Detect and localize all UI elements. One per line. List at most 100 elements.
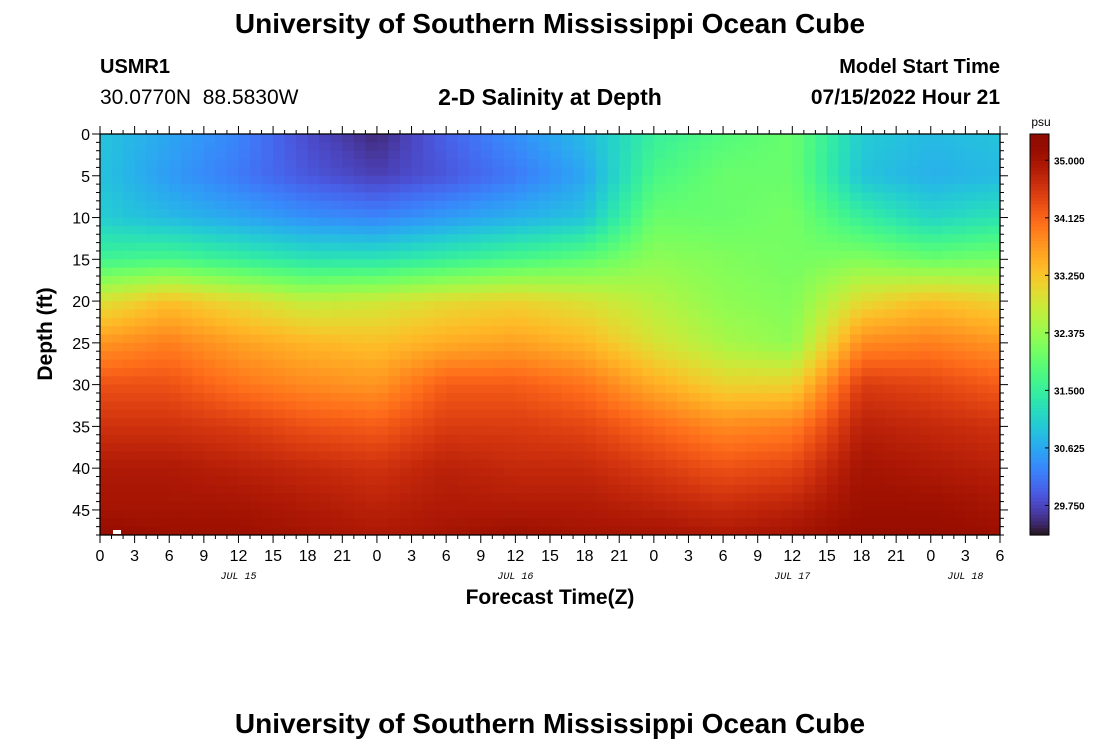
heat-cell <box>988 250 1000 260</box>
heat-cell <box>226 409 240 419</box>
heat-cell <box>353 443 366 453</box>
heat-cell <box>469 242 482 252</box>
heat-cell <box>296 225 309 235</box>
heat-cell <box>873 359 886 369</box>
heat-cell <box>238 451 251 461</box>
heat-cell <box>676 225 690 235</box>
heat-cell <box>400 434 413 444</box>
heat-cell <box>700 351 713 361</box>
heat-cell <box>550 175 563 185</box>
heat-cell <box>676 175 690 185</box>
heat-cell <box>515 384 528 394</box>
heat-cell <box>111 434 124 444</box>
heat-cell <box>319 376 332 386</box>
heat-cell <box>584 200 597 210</box>
heat-cell <box>342 259 355 269</box>
heat-cell <box>388 301 401 311</box>
heat-cell <box>988 234 1000 244</box>
heat-cell <box>596 284 609 294</box>
heat-cell <box>307 367 320 377</box>
heat-cell <box>757 276 770 285</box>
heat-cell <box>665 518 678 528</box>
heat-cell <box>976 317 990 327</box>
heat-cell <box>169 184 182 194</box>
heat-cell <box>700 493 713 503</box>
heat-cell <box>803 392 816 402</box>
heat-cell <box>215 242 228 252</box>
heat-cell <box>457 392 470 402</box>
heat-cell <box>850 167 863 177</box>
heat-cell <box>550 167 563 177</box>
heat-cell <box>319 501 332 511</box>
heat-cell <box>896 142 909 152</box>
heat-cell <box>723 493 736 503</box>
heat-cell <box>757 192 770 202</box>
heat-cell <box>573 392 586 402</box>
heat-cell <box>169 134 182 143</box>
heat-cell <box>492 367 505 377</box>
heat-cell <box>434 234 447 244</box>
heat-cell <box>896 484 909 494</box>
heat-cell <box>100 159 113 169</box>
heat-cell <box>792 234 805 244</box>
heat-cell <box>792 334 805 344</box>
heat-cell <box>803 225 816 235</box>
heat-cell <box>734 292 747 302</box>
heat-cell <box>838 209 851 219</box>
heat-cell <box>838 192 851 202</box>
heat-cell <box>803 384 816 394</box>
heat-cell <box>734 301 747 311</box>
heat-cell <box>953 384 966 394</box>
heat-cell <box>192 276 205 285</box>
heat-cell <box>930 259 943 269</box>
heat-cell <box>515 192 528 202</box>
colorbar-swatch <box>1030 217 1049 222</box>
heat-cell <box>803 476 816 486</box>
heat-cell <box>942 167 955 177</box>
heat-cell <box>642 134 655 143</box>
heat-cell <box>388 426 401 436</box>
heat-cell <box>723 359 736 369</box>
heat-cell <box>446 267 459 277</box>
heat-cell <box>273 401 286 411</box>
heat-cell <box>630 317 643 327</box>
heat-cell <box>330 351 343 361</box>
heat-cell <box>642 200 655 210</box>
heat-cell <box>469 175 482 185</box>
heat-cell <box>815 209 828 219</box>
heat-cell <box>457 142 470 152</box>
heat-cell <box>884 509 897 519</box>
heat-cell <box>146 484 159 494</box>
heat-cell <box>850 401 863 411</box>
heat-cell <box>480 426 493 436</box>
heat-cell <box>123 284 136 294</box>
heat-cell <box>515 167 528 177</box>
heat-cell <box>169 250 182 260</box>
heat-cell <box>850 200 863 210</box>
heat-cell <box>180 476 193 486</box>
heat-cell <box>746 217 759 227</box>
heat-cell <box>469 276 482 285</box>
heat-cell <box>780 309 793 319</box>
heat-cell <box>261 209 274 219</box>
heat-cell <box>400 384 413 394</box>
heat-cell <box>365 175 378 185</box>
heat-cell <box>100 518 113 528</box>
heat-cell <box>757 443 770 453</box>
heat-cell <box>700 501 713 511</box>
heat-cell <box>169 509 182 519</box>
heat-cell <box>123 184 136 194</box>
colorbar-swatch <box>1030 170 1049 175</box>
heat-cell <box>273 242 286 252</box>
heat-cell <box>423 142 436 152</box>
heat-cell <box>296 392 309 402</box>
heat-cell <box>550 476 563 486</box>
heat-cell <box>780 526 793 535</box>
heat-cell <box>550 342 563 352</box>
colorbar-swatch <box>1030 371 1049 376</box>
heat-cell <box>480 301 493 311</box>
heat-cell <box>411 142 424 152</box>
heat-cell <box>988 175 1000 185</box>
heat-cell <box>307 175 320 185</box>
